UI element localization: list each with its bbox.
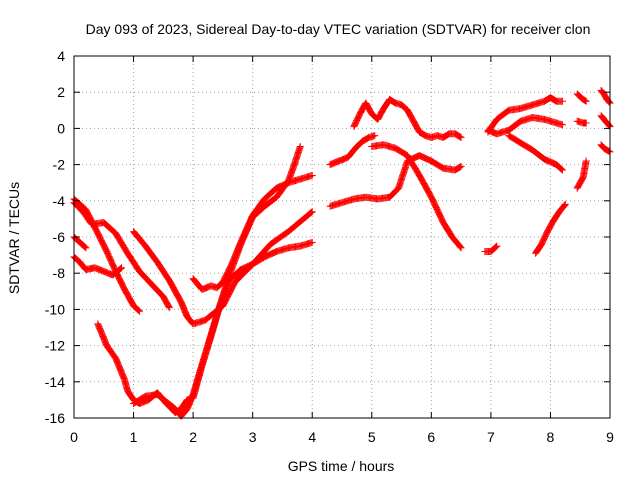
series-track-10 [350, 95, 465, 141]
point-markers [573, 117, 590, 127]
y-tick-label: -16 [45, 410, 65, 426]
x-tick-label: 4 [308, 429, 316, 445]
x-axis-label: GPS time / hours [288, 458, 395, 474]
point-markers [532, 200, 569, 257]
series-track-21 [597, 86, 614, 107]
series-track-22 [597, 112, 614, 131]
series-track-16 [505, 132, 566, 174]
point-markers [484, 114, 566, 138]
y-tick-label: 2 [57, 84, 65, 100]
x-tick-label: 6 [427, 429, 435, 445]
y-tick-label: -4 [53, 193, 66, 209]
y-tick-label: -10 [45, 301, 65, 317]
y-axis-label: SDTVAR / TECUs [6, 182, 22, 294]
series-track-15 [484, 114, 566, 138]
point-markers [597, 141, 614, 156]
series-track-3 [70, 233, 90, 252]
series-track-12 [368, 141, 465, 252]
x-tick-label: 3 [249, 429, 257, 445]
point-markers [597, 112, 614, 131]
series-track-8 [189, 172, 316, 293]
y-tick-label: -12 [45, 338, 65, 354]
series-track-13 [481, 242, 501, 255]
series-track-11 [326, 152, 465, 210]
x-tick-label: 9 [606, 429, 614, 445]
x-tick-label: 8 [547, 429, 555, 445]
series-track-2 [70, 199, 173, 312]
y-tick-label: -2 [53, 157, 66, 173]
series-track-17 [532, 200, 569, 257]
series-track-4 [70, 253, 126, 279]
x-tick-label: 2 [189, 429, 197, 445]
grid [74, 56, 610, 418]
point-markers [189, 172, 316, 293]
point-markers [484, 94, 566, 136]
series-track-9 [326, 132, 379, 169]
x-tick-label: 7 [487, 429, 495, 445]
series-track-20 [573, 117, 590, 127]
point-markers [94, 238, 316, 417]
point-markers [505, 132, 566, 174]
y-tick-label: 0 [57, 120, 65, 136]
series-track-14 [484, 94, 566, 136]
point-markers [326, 132, 379, 169]
series-track-19 [573, 90, 590, 105]
x-tick-label: 0 [70, 429, 78, 445]
series-track-23 [597, 141, 614, 156]
point-markers [350, 95, 465, 141]
point-markers [481, 242, 501, 255]
x-tick-label: 1 [130, 429, 138, 445]
y-tick-label: -14 [45, 374, 65, 390]
data-points [70, 86, 614, 420]
point-markers [368, 141, 465, 252]
y-tick-label: -6 [53, 229, 66, 245]
point-markers [130, 208, 316, 328]
point-markers [70, 233, 90, 252]
y-tick-label: -8 [53, 265, 66, 281]
chart-title: Day 093 of 2023, Sidereal Day-to-day VTE… [86, 21, 591, 37]
y-tick-label: 4 [57, 48, 65, 64]
x-tick-label: 5 [368, 429, 376, 445]
point-markers [573, 157, 590, 192]
point-markers [597, 86, 614, 107]
series-track-6 [94, 238, 316, 417]
point-markers [70, 199, 173, 312]
point-markers [326, 152, 465, 210]
series-track-5 [130, 208, 316, 328]
axis-ticks: 0 1 2 3 4 5 6 7 8 9 -16 -14 -12 -10 -8 -6 -4 -2 0 2 4 [45, 48, 614, 445]
series-track-18 [573, 157, 590, 192]
point-markers [573, 90, 590, 105]
point-markers [70, 253, 126, 279]
